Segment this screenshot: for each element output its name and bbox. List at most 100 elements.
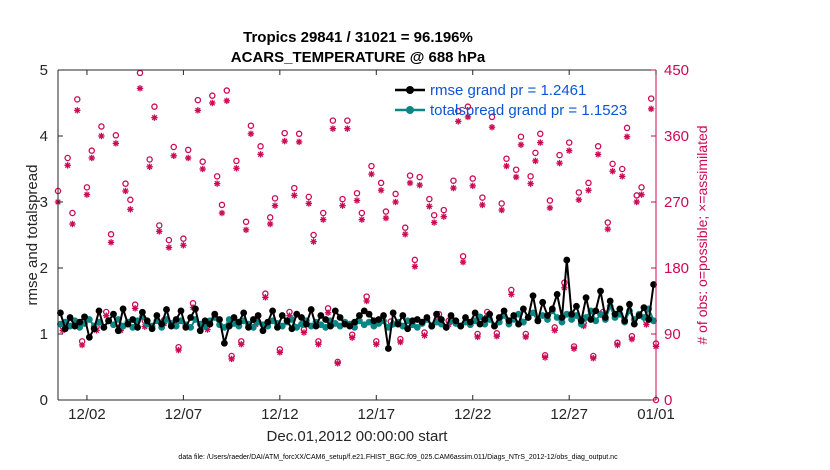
assimilated-point (64, 162, 71, 169)
possible-point (604, 219, 612, 226)
rmse-point (568, 310, 576, 318)
rmse-point (163, 306, 170, 313)
assimilated-point (310, 238, 317, 245)
possible-point (406, 172, 414, 179)
rmse-point (539, 298, 547, 306)
rmse-point (548, 305, 556, 313)
possible-point (247, 122, 255, 129)
possible-point (623, 124, 631, 132)
rmse-point (240, 309, 248, 317)
assimilated-point (392, 198, 399, 206)
footer-data-file: data file: /Users/raeder/DAI/ATM_forcXX/… (178, 454, 618, 461)
assimilated-point (363, 297, 370, 305)
x-tick-label-4: 12/22 (454, 406, 492, 423)
possible-point (594, 143, 602, 150)
legend-rmse-marker (406, 86, 414, 94)
possible-point (585, 179, 592, 187)
assimilated-point (291, 192, 298, 199)
assimilated-point (213, 180, 221, 187)
totalspread-point (597, 310, 604, 318)
rmse-point (172, 316, 180, 323)
assimilated-point (276, 349, 284, 356)
assimilated-point (194, 107, 202, 114)
y-left-tick-label-2: 2 (40, 260, 48, 277)
assimilated-point (339, 202, 346, 209)
assimilated-point (315, 341, 322, 348)
rmse-point (235, 318, 243, 326)
rmse-point (601, 314, 609, 321)
possible-point (112, 132, 120, 139)
assimilated-point (406, 179, 414, 187)
assimilated-point (508, 291, 515, 298)
rmse-point (225, 322, 233, 330)
rmse-point (433, 310, 440, 318)
rmse-point (582, 294, 590, 302)
rmse-point (442, 324, 450, 331)
rmse-point (418, 318, 426, 326)
rmse-point (423, 314, 431, 321)
rmse-point (486, 310, 494, 318)
rmse-point (505, 317, 513, 325)
chart-title-line1: Tropics 29841 / 31021 = 96.196% (243, 29, 473, 46)
assimilated-point (469, 182, 476, 190)
possible-point (156, 222, 163, 229)
rmse-point (302, 320, 310, 328)
rmse-point (105, 317, 113, 325)
assimilated-point (551, 327, 558, 334)
assimilated-point (344, 125, 351, 132)
totalspread-point (249, 324, 257, 331)
rmse-point (307, 306, 315, 313)
y-axis-left-ticks: 0 1 2 3 4 5 (40, 62, 63, 409)
possible-point (64, 154, 71, 162)
assimilated-point (575, 196, 583, 203)
possible-point (218, 201, 226, 209)
rmse-point (100, 324, 108, 331)
totalspread-point (187, 324, 195, 331)
assimilated-point (479, 201, 486, 209)
assimilated-point (262, 294, 269, 301)
possible-point (565, 139, 573, 146)
possible-point (512, 166, 520, 173)
rmse-point (534, 317, 542, 325)
assimilated-point (165, 244, 173, 251)
rmse-point (317, 312, 325, 319)
assimilated-point (397, 338, 404, 346)
assimilated-point (175, 346, 182, 354)
rmse-point (356, 312, 363, 319)
rmse-point (278, 312, 286, 319)
rmse-point (553, 291, 561, 298)
rmse-point (558, 314, 566, 321)
possible-point (83, 184, 91, 191)
possible-point (368, 162, 375, 170)
assimilated-point (570, 345, 578, 352)
rmse-point (138, 308, 146, 316)
possible-point (401, 224, 409, 231)
assimilated-point (151, 114, 158, 121)
rmse-point (216, 316, 223, 323)
rmse-point (510, 312, 518, 319)
rmse-point (153, 312, 161, 319)
possible-point (426, 195, 433, 203)
rmse-point (394, 320, 402, 328)
assimilated-point (122, 187, 129, 195)
rmse-point (466, 318, 474, 326)
assimilated-point (590, 355, 597, 362)
possible-point (170, 143, 177, 151)
x-tick-label-3: 12/17 (358, 406, 396, 423)
rmse-point (110, 310, 117, 318)
assimilated-point (320, 216, 327, 223)
assimilated-point (488, 124, 496, 131)
plot-area (54, 69, 660, 404)
possible-point (88, 147, 96, 154)
rmse-point (90, 325, 98, 333)
rmse-point (336, 314, 344, 321)
possible-point (479, 194, 486, 201)
rmse-point (650, 281, 657, 288)
rmse-point (389, 309, 397, 317)
rmse-point (606, 297, 614, 305)
assimilated-point (257, 151, 264, 158)
rmse-point (206, 320, 214, 328)
assimilated-point (281, 137, 288, 145)
assimilated-point (604, 225, 611, 233)
totalspread-point (563, 310, 571, 318)
